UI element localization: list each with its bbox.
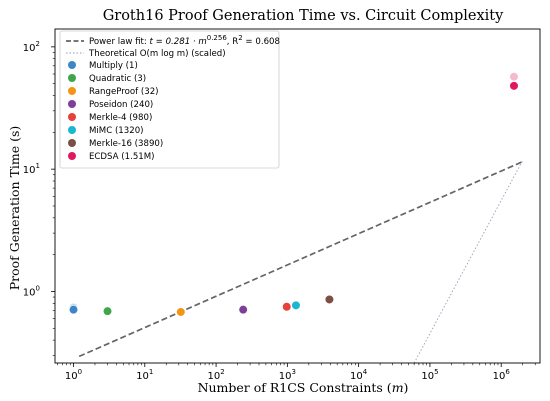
data-point-2 [176,307,186,317]
x-tick-label-3: 103 [279,368,296,382]
legend-marker-3 [68,100,76,108]
plot-frame [54,28,541,364]
data-points [68,81,519,317]
x-axis-label: Number of R1CS Constraints (m) [198,380,409,395]
legend-label-7: ECDSA (1.51M) [89,152,155,162]
legend-marker-5 [68,126,76,134]
legend-marker-4 [68,113,76,121]
ghost-point-1 [509,72,518,81]
legend: Power law fit: t = 0.281 · m0.256, R2 = … [59,30,280,169]
y-tick-label-1: 101 [23,162,40,176]
y-axis-label: Proof Generation Time (s) [7,126,22,291]
legend-label-3: Poseidon (240) [89,100,153,110]
legend-marker-6 [68,139,76,147]
x-tick-label-5: 105 [421,368,438,382]
x-tick-label-4: 104 [350,368,368,382]
legend-box [59,30,280,169]
legend-theoretical-label: Theoretical O(m log m) (scaled) [88,49,226,59]
legend-label-4: Merkle-4 (980) [89,113,152,123]
x-tick-label-1: 101 [136,368,153,382]
data-point-5 [291,300,301,310]
y-axis: 100 101 102 [23,40,55,356]
data-point-0 [68,305,79,315]
legend-label-1: Quadratic (3) [89,74,146,84]
legend-fit-label: Power law fit: t = 0.281 · m0.256, R2 = … [89,34,280,47]
data-point-4 [282,302,292,312]
legend-marker-7 [68,152,76,160]
power-law-fit-line [78,160,524,358]
chart-title: Groth16 Proof Generation Time vs. Circui… [103,8,504,24]
y-tick-label-2: 102 [23,40,40,54]
legend-label-6: Merkle-16 (3890) [89,139,163,149]
x-tick-label-6: 106 [493,368,511,382]
legend-marker-2 [68,87,76,95]
legend-series-items: Multiply (1) Quadratic (3) RangeProof (32)… [68,61,163,162]
data-point-1 [102,306,113,316]
legend-marker-0 [68,61,76,69]
data-point-3 [238,305,248,315]
x-tick-label-2: 102 [207,368,224,382]
data-point-6 [324,294,335,305]
legend-label-0: Multiply (1) [89,61,138,71]
theoretical-line [413,160,524,363]
y-tick-label-0: 100 [23,284,40,298]
legend-label-5: MiMC (1320) [89,126,144,136]
legend-marker-1 [68,74,76,82]
plot-area [68,72,524,363]
legend-label-2: RangeProof (32) [89,87,159,97]
data-point-7 [509,81,519,91]
x-tick-label-0: 100 [65,368,82,382]
